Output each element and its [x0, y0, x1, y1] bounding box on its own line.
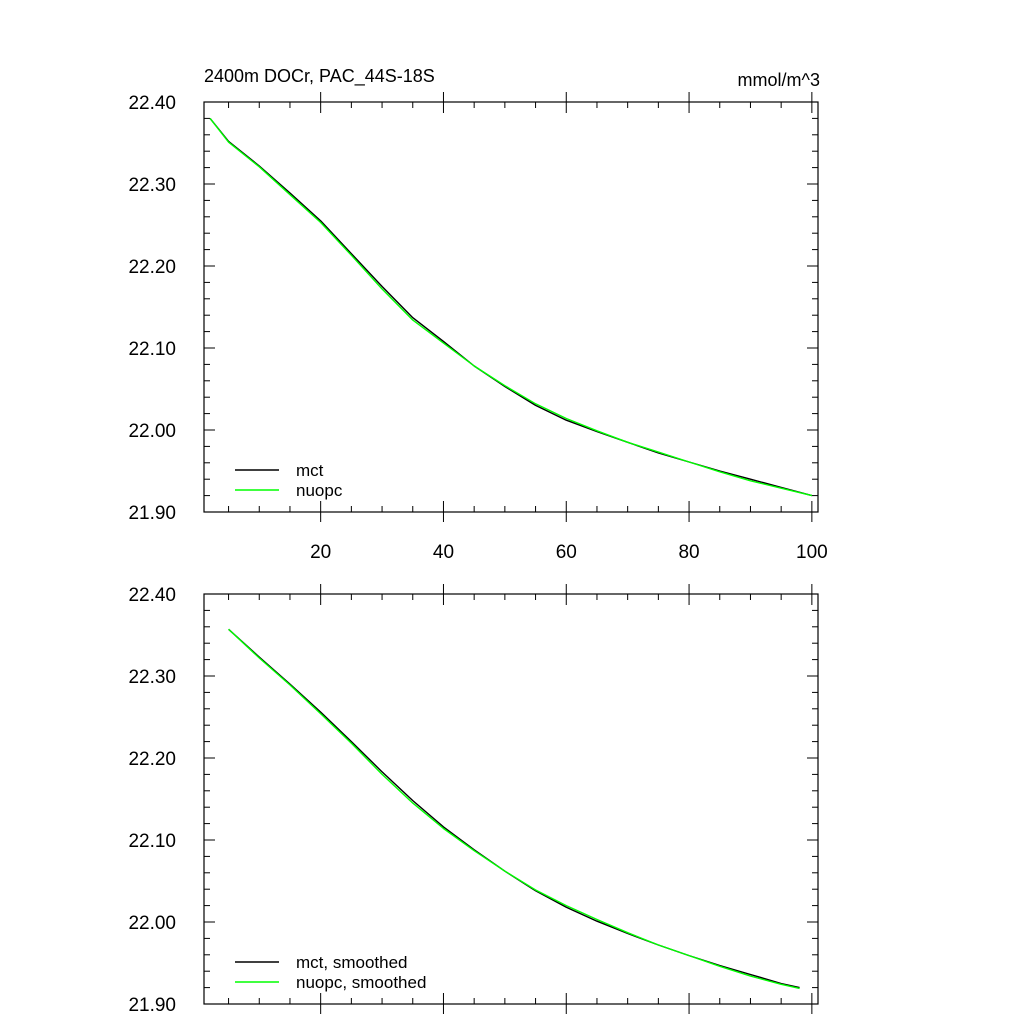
y-tick-label: 22.10 [128, 831, 176, 852]
y-tick-label: 22.00 [128, 421, 176, 442]
plot-frame [203, 101, 819, 513]
x-tick-labels: 20 40 60 80 100 [310, 542, 828, 563]
y-tick-label: 22.20 [128, 257, 176, 278]
chart-title: 2400m DOCr, PAC_44S-18S [204, 66, 435, 87]
axis-ticks [204, 92, 818, 522]
y-tick-label: 22.30 [128, 175, 176, 196]
top-panel: 2400m DOCr, PAC_44S-18S mmol/m^3 22.4022… [128, 66, 827, 563]
y-tick-label: 21.90 [128, 995, 176, 1016]
axis-ticks [204, 584, 818, 1014]
legend-label-nuopc-smoothed: nuopc, smoothed [296, 973, 426, 992]
units-label: mmol/m^3 [738, 70, 820, 90]
bottom-panel: 22.40 22.30 22.20 22.10 22.00 21.90 mct, smoo… [128, 584, 819, 1016]
legend: mct nuopc [235, 461, 343, 500]
x-tick-label: 80 [678, 542, 699, 563]
series-line-nuopc [209, 117, 813, 497]
x-tick-label: 60 [556, 542, 577, 563]
legend: mct, smoothed nuopc, smoothed [235, 953, 426, 992]
x-tick-label: 100 [796, 542, 828, 563]
y-tick-labels: 22.40 22.30 22.20 22.10 22.00 21.90 [128, 93, 176, 524]
series-line-mct-smoothed [228, 628, 800, 989]
series-line-nuopc-smoothed [228, 628, 800, 990]
series-lines [209, 117, 813, 497]
y-tick-label: 22.40 [128, 585, 176, 606]
legend-label-mct-smoothed: mct, smoothed [296, 953, 408, 972]
y-tick-label: 22.30 [128, 667, 176, 688]
plot-frame [203, 593, 819, 1005]
y-tick-label: 21.90 [128, 503, 176, 524]
y-tick-label: 22.00 [128, 913, 176, 934]
series-lines [228, 628, 800, 990]
legend-label-nuopc: nuopc [296, 481, 343, 500]
y-tick-label: 22.20 [128, 749, 176, 770]
series-line-mct [209, 117, 813, 497]
y-tick-label: 22.10 [128, 339, 176, 360]
legend-label-mct: mct [296, 461, 324, 480]
y-tick-labels: 22.40 22.30 22.20 22.10 22.00 21.90 [128, 585, 176, 1016]
x-tick-label: 20 [310, 542, 331, 563]
x-tick-label: 40 [433, 542, 454, 563]
y-tick-label: 22.40 [128, 93, 176, 114]
